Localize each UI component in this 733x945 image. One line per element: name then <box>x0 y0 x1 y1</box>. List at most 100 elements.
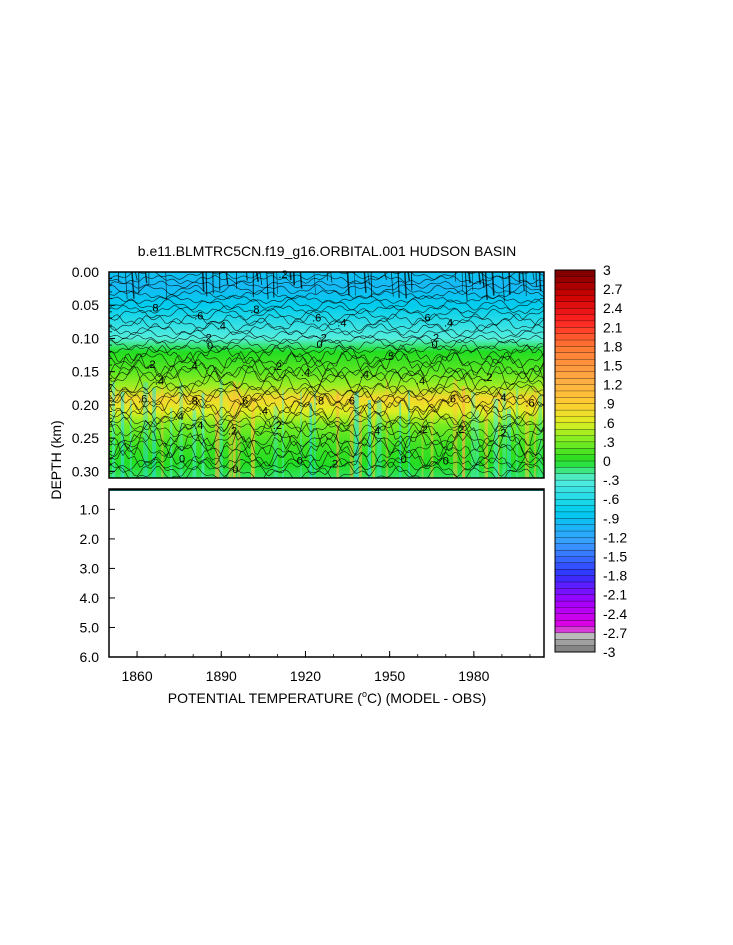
colorbar-label: 1.8 <box>603 338 623 354</box>
colorbar-label: .6 <box>603 415 615 431</box>
colorbar-label: 3 <box>603 262 611 278</box>
colorbar-label: -2.7 <box>603 625 627 641</box>
variability-stripe <box>215 410 220 478</box>
colorbar-swatch <box>554 626 596 634</box>
colorbar-swatch <box>554 314 596 322</box>
colorbar-swatch <box>554 409 596 417</box>
contour-label: .4 <box>301 367 310 379</box>
colorbar-label: 1.5 <box>603 358 623 374</box>
colorbar-swatch <box>554 320 596 328</box>
colorbar-swatch <box>554 358 596 366</box>
surface-contour-bunch <box>508 272 511 295</box>
variability-stripe <box>430 396 434 478</box>
variability-stripe <box>399 402 402 478</box>
colorbar-label: .3 <box>603 434 615 450</box>
y-tick-label: 6.0 <box>80 649 100 665</box>
contour-label: .6 <box>422 312 431 324</box>
contour-label: .4 <box>217 320 226 332</box>
variability-stripe <box>219 379 223 478</box>
contour-line <box>109 410 544 428</box>
y-tick-label: 0.15 <box>72 364 99 380</box>
colorbar-swatch <box>554 505 596 513</box>
colorbar-swatch <box>554 594 596 602</box>
colorbar-swatch <box>554 607 596 615</box>
colorbar-swatch <box>554 460 596 468</box>
variability-stripe <box>524 398 530 478</box>
surface-contour-bunch <box>144 272 148 284</box>
contour-label: .6 <box>447 394 456 406</box>
colorbar-swatch <box>554 269 596 277</box>
contour-line <box>109 403 544 426</box>
contour-label: .6 <box>312 312 321 324</box>
contour-line <box>109 365 544 394</box>
contour-label: .2 <box>419 424 428 436</box>
variability-stripe <box>372 407 375 478</box>
contour-label: .6 <box>525 398 534 410</box>
colorbar-swatch <box>554 543 596 551</box>
contour-line <box>109 457 544 471</box>
variability-stripe <box>313 390 316 478</box>
colorbar-swatch <box>554 499 596 506</box>
colorbar-swatch <box>554 588 596 596</box>
colorbar-label: -.3 <box>603 472 620 488</box>
contour-label: .2 <box>497 427 506 439</box>
colorbar-swatch <box>554 276 596 284</box>
colorbar-swatch <box>554 620 596 627</box>
colorbar-swatch <box>554 308 596 315</box>
contour-line <box>109 295 544 304</box>
colorbar-swatch <box>554 422 596 430</box>
contour-label: .6 <box>138 394 147 406</box>
contour-line <box>109 317 544 332</box>
colorbar-swatch <box>554 492 596 500</box>
colorbar-swatch <box>554 327 596 335</box>
contour-label: 0 <box>207 340 213 352</box>
colorbar-label: -1.2 <box>603 529 627 545</box>
colorbar-swatch <box>554 378 596 385</box>
contour-line <box>109 350 544 369</box>
colorbar-swatch <box>554 365 596 373</box>
variability-stripe <box>358 411 362 478</box>
contour-line <box>109 272 544 280</box>
upper-y-axis: 0.00 0.05 0.10 0.15 0.20 0.25 0.30 <box>72 264 115 479</box>
contour-line <box>109 304 544 315</box>
variability-stripe <box>143 382 149 478</box>
colorbar-label: 0 <box>603 453 611 469</box>
lower-panel-frame <box>108 488 545 658</box>
contour-line <box>109 298 544 311</box>
upper-panel-frame <box>108 271 545 479</box>
surface-contour-bunch <box>346 272 350 296</box>
contour-label: .8 <box>315 396 324 408</box>
contour-line <box>109 275 544 285</box>
colorbar-swatch <box>554 384 596 392</box>
contour-line <box>109 370 544 398</box>
colorbar-swatch <box>554 403 596 411</box>
surface-contour-bunch <box>354 272 356 296</box>
surface-contour-bunch <box>134 272 138 281</box>
surface-contour-bunch <box>478 272 481 285</box>
contour-line <box>109 284 544 295</box>
colorbar-swatch <box>554 371 596 379</box>
surface-contour-bunch <box>225 272 229 285</box>
variability-stripe <box>484 404 488 478</box>
variability-stripe <box>273 406 278 478</box>
variability-stripe <box>309 402 313 478</box>
y-tick-label: 5.0 <box>80 619 100 635</box>
colorbar-label: 1.2 <box>603 377 623 393</box>
lower-panel: 1.0 2.0 3.0 4.0 5.0 6.0 1860 1890 1920 1950 1980 <box>80 488 545 684</box>
upper-panel-contours <box>109 272 544 478</box>
colorbar-swatch <box>554 295 596 303</box>
variability-stripe <box>385 379 388 478</box>
x-axis-label-prefix: POTENTIAL TEMPERATURE ( <box>168 690 363 706</box>
contour-line <box>109 465 544 478</box>
contour-label: .2 <box>278 269 287 281</box>
contour-label: 0 <box>443 455 449 467</box>
contour-label: .2 <box>203 332 212 344</box>
colorbar-label: .9 <box>603 396 615 412</box>
x-axis-label-superscript: o <box>362 689 367 699</box>
colorbar-swatch <box>554 613 596 621</box>
surface-contour-bunch <box>201 272 205 292</box>
contour-label: 0 <box>431 339 437 351</box>
lower-panel-thin-layer <box>109 489 544 491</box>
contour-label: .2 <box>430 332 439 344</box>
